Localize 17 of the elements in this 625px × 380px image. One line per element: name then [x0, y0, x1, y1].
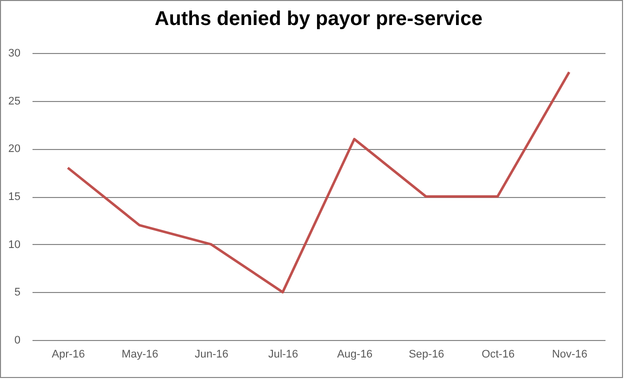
y-tick-label: 10	[8, 238, 20, 251]
y-tick-label: 15	[8, 191, 20, 203]
x-tick-label: Apr-16	[52, 348, 85, 360]
x-tick-label: Sep-16	[408, 348, 444, 360]
x-tick-label: Nov-16	[552, 348, 588, 360]
line-series	[66, 70, 570, 294]
x-tick-label: Oct-16	[482, 348, 515, 360]
x-tick-label: Jun-16	[194, 348, 228, 360]
x-tick-label: Jul-16	[268, 348, 298, 360]
y-tick-label: 20	[8, 143, 20, 156]
x-tick-label: Aug-16	[337, 348, 373, 360]
chart-title: Auths denied by payor pre-service	[154, 8, 482, 30]
y-tick-label: 25	[8, 95, 20, 108]
y-tick-label: 30	[8, 48, 20, 60]
y-tick-label: 5	[14, 286, 20, 299]
x-tick-label: May-16	[122, 348, 158, 360]
y-tick-label: 0	[14, 334, 20, 346]
